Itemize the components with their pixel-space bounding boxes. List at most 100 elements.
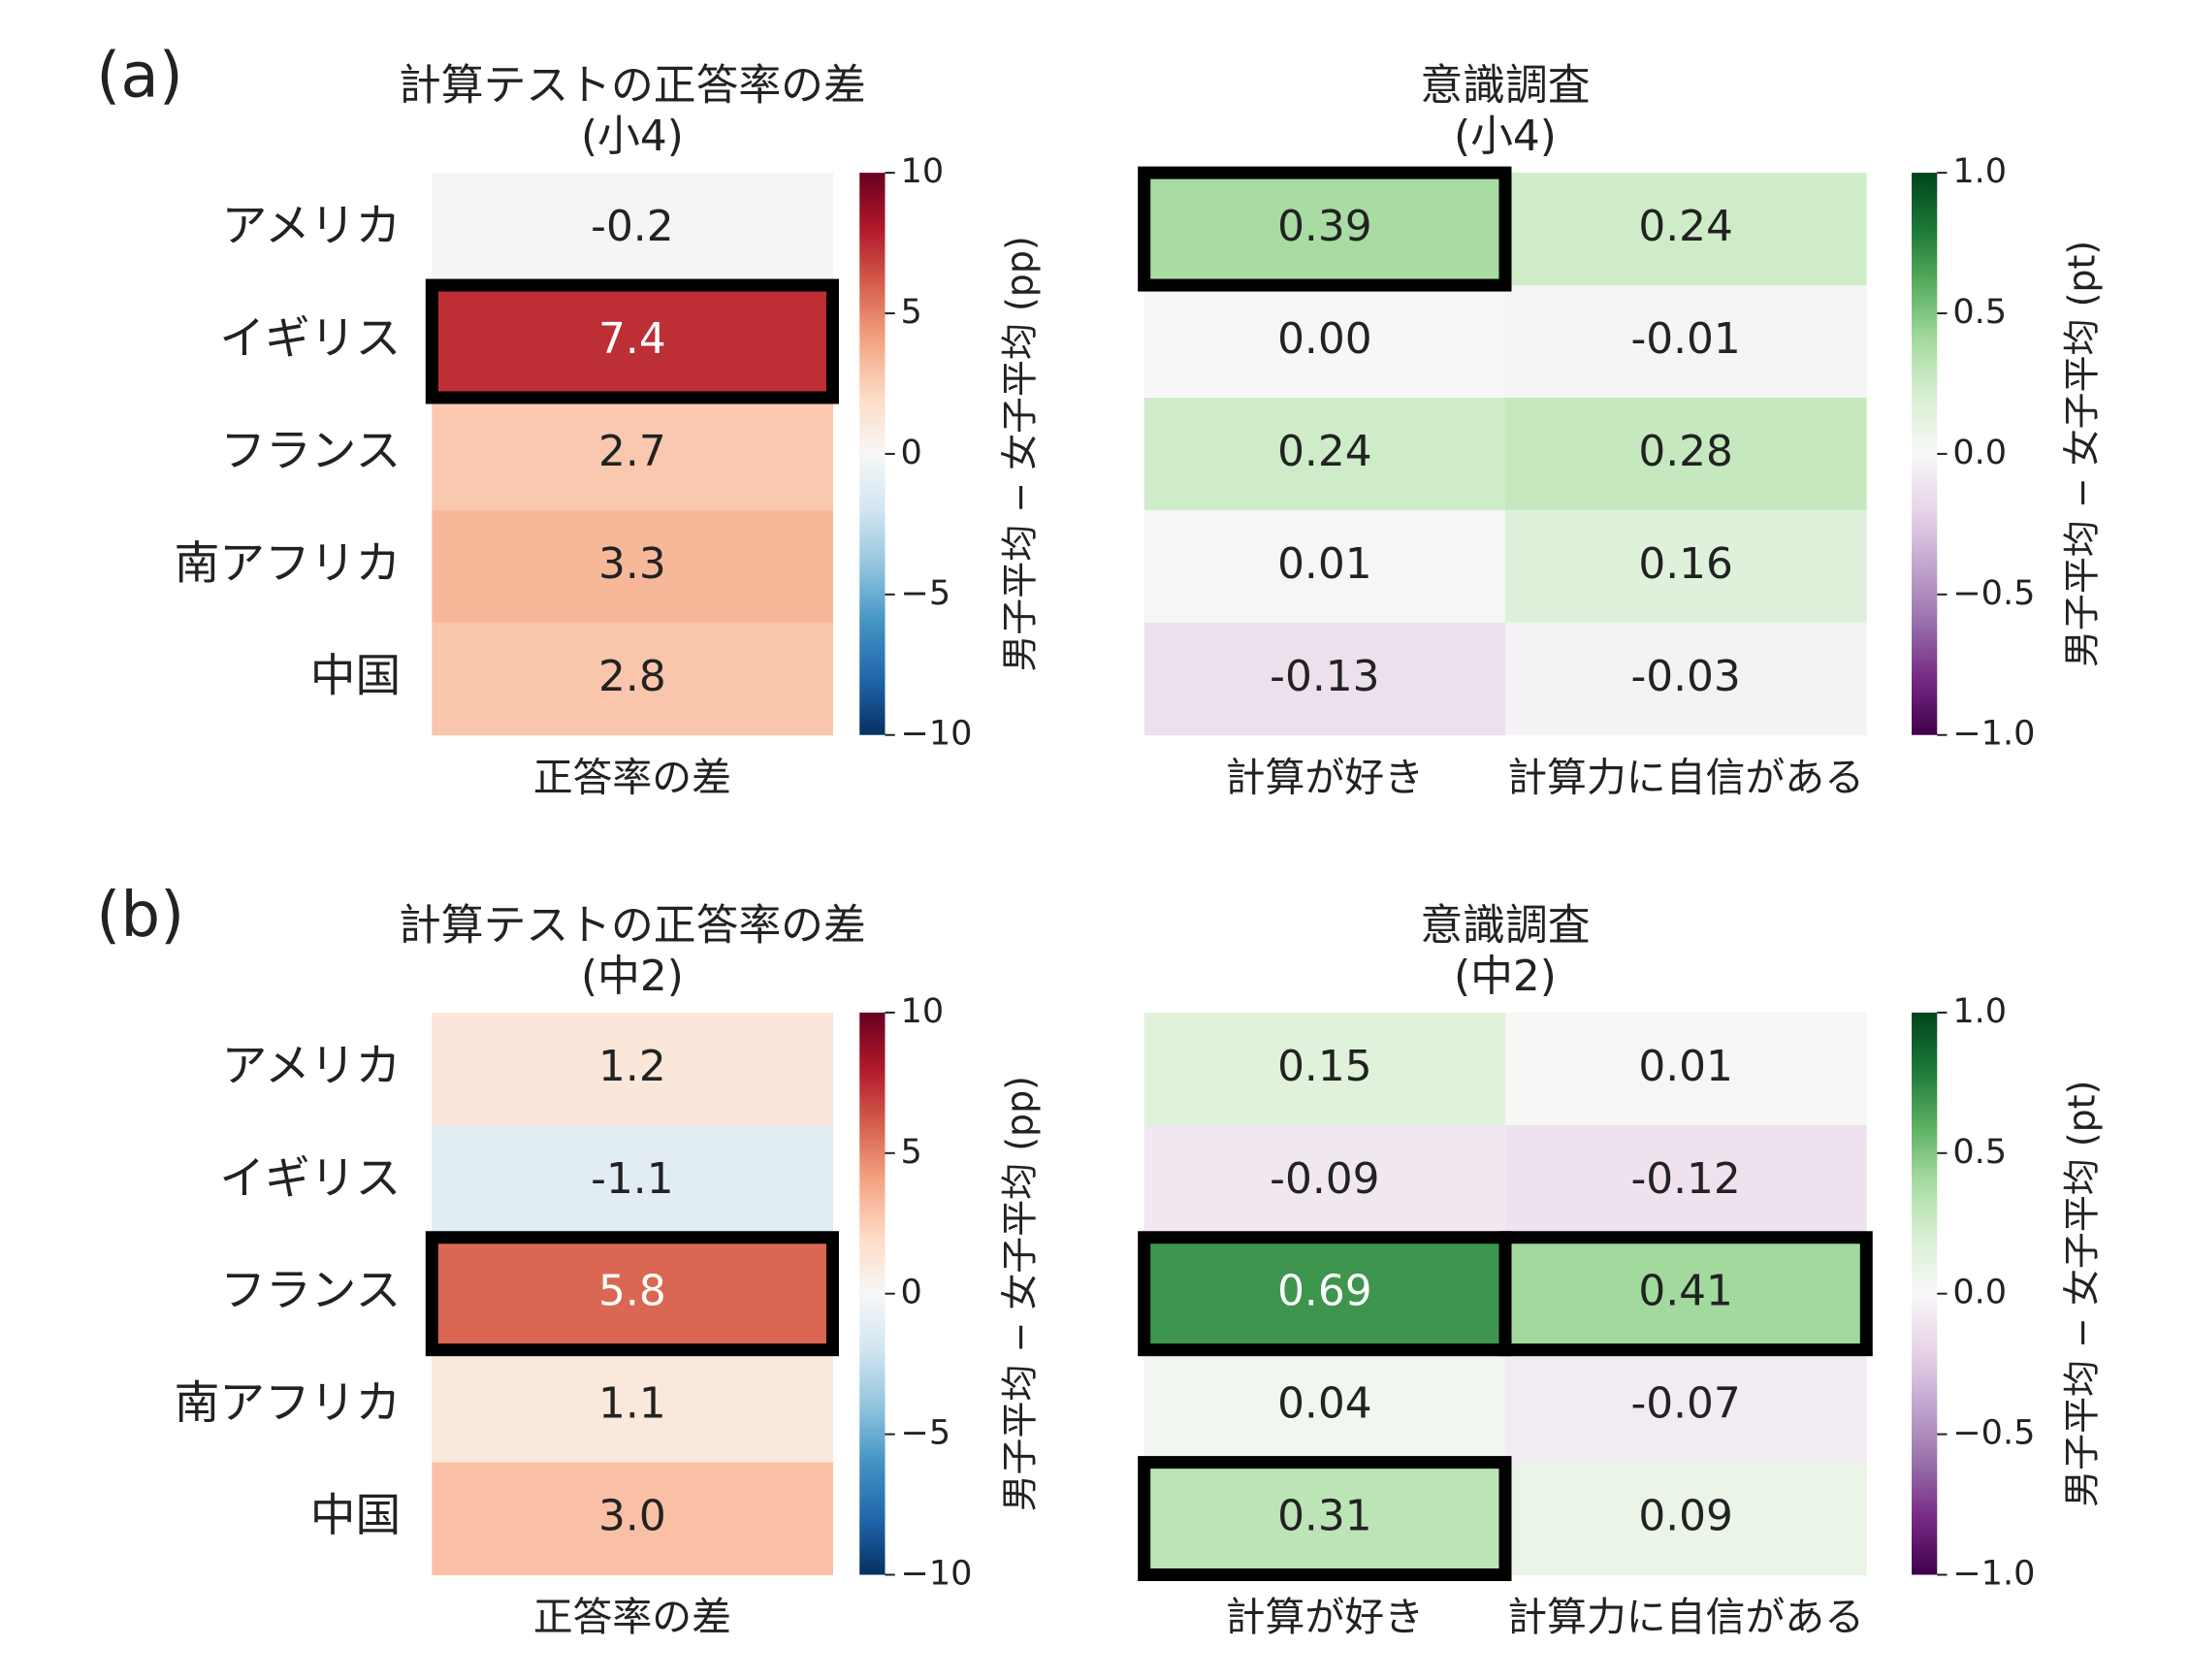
row-label: 中国 [310,650,401,702]
heatmap-cell [1504,285,1867,399]
cell-label: 0.00 [1277,314,1372,364]
colorbar-tick-label: 10 [901,991,945,1031]
cell-label: 0.01 [1277,539,1372,589]
panel-label: (a) [96,39,182,112]
colorbar-label: 男子平均 − 女子平均 (pt) [2061,1081,2104,1507]
heatmap-cell [432,622,833,736]
colorbar-tick-label: 0.5 [1952,292,2007,332]
heatmap-cell [1143,1124,1506,1239]
colorbar-tick-label: 0.0 [1952,433,2007,472]
row-label: イギリス [219,313,401,366]
colorbar-tick-label: −5 [901,573,951,613]
colorbar-tick-label: 5 [901,292,922,332]
chart-title: 意識調査 [1420,900,1590,950]
chart-title: 計算テストの正答率の差 [399,61,866,111]
row-label: フランス [220,425,401,477]
heatmap-cell [1143,1237,1506,1351]
heatmap-cell [1504,1237,1867,1351]
colorbar-tick-label: −1.0 [1952,1554,2035,1594]
highlight-box [1138,166,1512,292]
highlight-box [425,1231,839,1357]
colorbar-tick-label: 1.0 [1952,151,2007,191]
heatmap-cell [432,285,833,399]
cell-label: 3.3 [598,539,666,589]
heatmap-cell [1143,1349,1506,1464]
cell-label: 0.69 [1277,1267,1372,1316]
chart-title: (小4) [1454,112,1557,161]
colorbar-tick-label: −1.0 [1952,714,2035,754]
highlight-box [1498,1231,1873,1357]
heatmap-cell [1504,397,1867,511]
colorbar-label: 男子平均 − 女子平均 (pt) [2061,241,2104,667]
colorbar [859,1012,886,1575]
heatmap-cell [1143,1462,1506,1576]
colorbar-tick-label: 5 [901,1132,922,1172]
heatmap-cell [1143,397,1506,511]
cell-label: 7.4 [598,314,666,364]
heatmap-cell [1504,1124,1867,1239]
colorbar-tick-label: −0.5 [1952,1413,2035,1453]
heatmap-cell [1143,622,1506,736]
heatmap-cell [1143,285,1506,399]
row-label: アメリカ [222,1040,402,1092]
chart-title: 意識調査 [1420,61,1590,111]
heatmap-cell [432,1349,833,1464]
cell-label: 1.2 [598,1042,666,1091]
heatmap-cell [1143,509,1506,624]
cell-label: 0.41 [1638,1267,1733,1316]
heatmap-cell [1504,1012,1867,1126]
colorbar-label: 男子平均 − 女子平均 (pp) [999,236,1042,671]
heatmap-cell [432,509,833,624]
heatmap-cell [432,1124,833,1239]
cell-label: 2.7 [598,427,666,476]
column-label: 計算力に自信がある [1507,1594,1864,1640]
heatmap-cell [432,397,833,511]
cell-label: 0.24 [1638,202,1733,251]
row-label: 南アフリカ [175,1377,402,1430]
heatmap-cell [1504,1349,1867,1464]
column-label: 計算力に自信がある [1507,754,1864,800]
heatmap-cell [432,1237,833,1351]
colorbar [1912,173,1938,735]
cell-label: -1.1 [591,1154,673,1204]
cell-label: -0.12 [1630,1154,1740,1204]
colorbar [1912,1012,1938,1575]
cell-label: 2.8 [598,652,666,701]
colorbar-tick-label: −10 [901,1554,973,1594]
colorbar [859,173,886,735]
colorbar-tick-label: 10 [901,151,945,191]
cell-label: 0.16 [1638,539,1733,589]
cell-label: -0.03 [1630,652,1740,701]
heatmap-cell [1143,173,1506,286]
colorbar-label: 男子平均 − 女子平均 (pp) [999,1076,1042,1511]
cell-label: 0.04 [1277,1379,1372,1429]
cell-label: 0.39 [1277,202,1372,251]
highlight-box [1138,1456,1512,1582]
heatmap-cell [1143,1012,1506,1126]
column-label: 計算が好き [1226,754,1424,800]
column-label: 正答率の差 [533,754,731,800]
cell-label: 0.28 [1638,427,1733,476]
colorbar-tick-label: 0.0 [1952,1273,2007,1312]
cell-label: -0.01 [1630,314,1740,364]
heatmap-cell [1504,509,1867,624]
cell-label: -0.13 [1270,652,1379,701]
colorbar-tick-label: 0 [901,433,922,472]
cell-label: 0.09 [1638,1492,1733,1541]
cell-label: -0.2 [591,202,673,251]
colorbar-tick-label: 0 [901,1273,922,1312]
cell-label: 3.0 [598,1492,666,1541]
cell-label: 0.24 [1277,427,1372,476]
colorbar-tick-label: −10 [901,714,973,754]
row-label: イギリス [219,1152,401,1205]
row-label: 南アフリカ [175,537,402,590]
colorbar-tick-label: 1.0 [1952,991,2007,1031]
colorbar-tick-label: −0.5 [1952,573,2035,613]
cell-label: 0.01 [1638,1042,1733,1091]
cell-label: 0.31 [1277,1492,1372,1541]
heatmap-cell [1504,622,1867,736]
cell-label: 5.8 [598,1267,666,1316]
cell-label: 1.1 [598,1379,666,1429]
row-label: 中国 [310,1490,401,1542]
